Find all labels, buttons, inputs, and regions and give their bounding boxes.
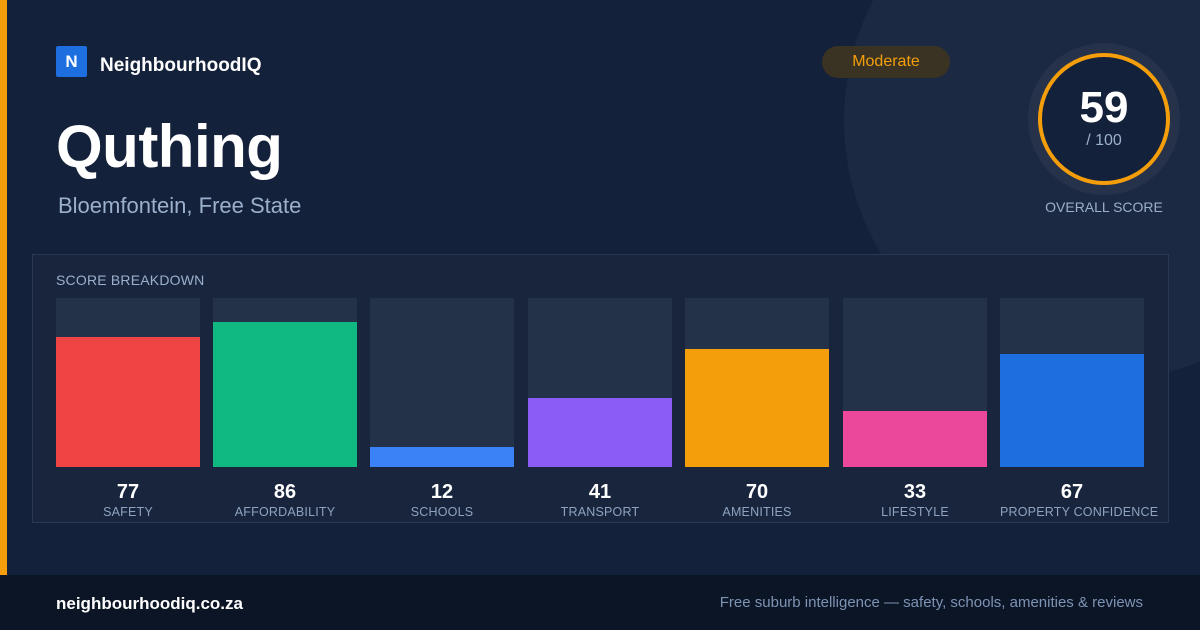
footer: neighbourhoodiq.co.za Free suburb intell… [0, 575, 1200, 630]
bar-label: PROPERTY CONFIDENCE [1000, 505, 1159, 519]
bar-fill [843, 411, 987, 467]
score-breakdown-title: SCORE BREAKDOWN [56, 272, 205, 288]
brand-name: NeighbourhoodIQ [100, 54, 262, 76]
bar-value: 41 [588, 481, 612, 503]
overall-score-ring-inner: 59 / 100 [1038, 53, 1170, 185]
breakdown-bar-safety: 77 SAFETY [56, 298, 200, 519]
rating-badge: Moderate [822, 46, 950, 78]
bar-fill [370, 446, 514, 467]
bar-label: LIFESTYLE [881, 505, 949, 519]
bar-track [213, 298, 357, 467]
bar-fill [56, 336, 200, 467]
brand-logo-icon: N [56, 46, 87, 77]
overall-score-value: 59 [1079, 83, 1129, 132]
bar-track [1000, 298, 1144, 467]
bar-fill [213, 321, 357, 467]
bar-track [56, 298, 200, 467]
footer-tagline: Free suburb intelligence — safety, schoo… [719, 594, 1143, 611]
bar-fill [1000, 353, 1144, 467]
overall-score-label: OVERALL SCORE [1045, 199, 1163, 215]
overall-score-max: / 100 [1086, 132, 1122, 149]
breakdown-bar-affordability: 86 AFFORDABILITY [213, 298, 357, 519]
bar-label: SCHOOLS [410, 505, 474, 519]
bar-value: 12 [430, 481, 454, 503]
bar-track [370, 298, 514, 467]
breakdown-bar-schools: 12 SCHOOLS [370, 298, 514, 519]
bar-label: AFFORDABILITY [234, 505, 336, 519]
bar-value: 33 [903, 481, 927, 503]
bar-label: SAFETY [103, 505, 153, 519]
brand[interactable]: N NeighbourhoodIQ [56, 46, 261, 77]
bar-fill [528, 397, 672, 467]
bar-track [685, 298, 829, 467]
bar-fill [685, 348, 829, 467]
bar-label: TRANSPORT [560, 505, 640, 519]
bar-value: 86 [273, 481, 297, 503]
score-breakdown-panel: SCORE BREAKDOWN 77 SAFETY 86 AFFORDABILI… [32, 254, 1169, 523]
accent-stripe [0, 0, 7, 575]
bar-value: 67 [1060, 481, 1084, 503]
suburb-title: Quthing [56, 113, 283, 180]
suburb-location: Bloemfontein, Free State [58, 193, 302, 218]
footer-url-link[interactable]: neighbourhoodiq.co.za [56, 594, 243, 613]
overall-score-ring: 59 / 100 [1028, 43, 1180, 195]
bar-value: 77 [116, 481, 140, 503]
breakdown-bar-property-confidence: 67 PROPERTY CONFIDENCE [1000, 298, 1159, 519]
breakdown-bar-amenities: 70 AMENITIES [685, 298, 829, 519]
bar-value: 70 [745, 481, 769, 503]
breakdown-bar-transport: 41 TRANSPORT [528, 298, 672, 519]
bar-track [843, 298, 987, 467]
bar-track [528, 298, 672, 467]
breakdown-bar-lifestyle: 33 LIFESTYLE [843, 298, 987, 519]
bar-label: AMENITIES [722, 505, 792, 519]
